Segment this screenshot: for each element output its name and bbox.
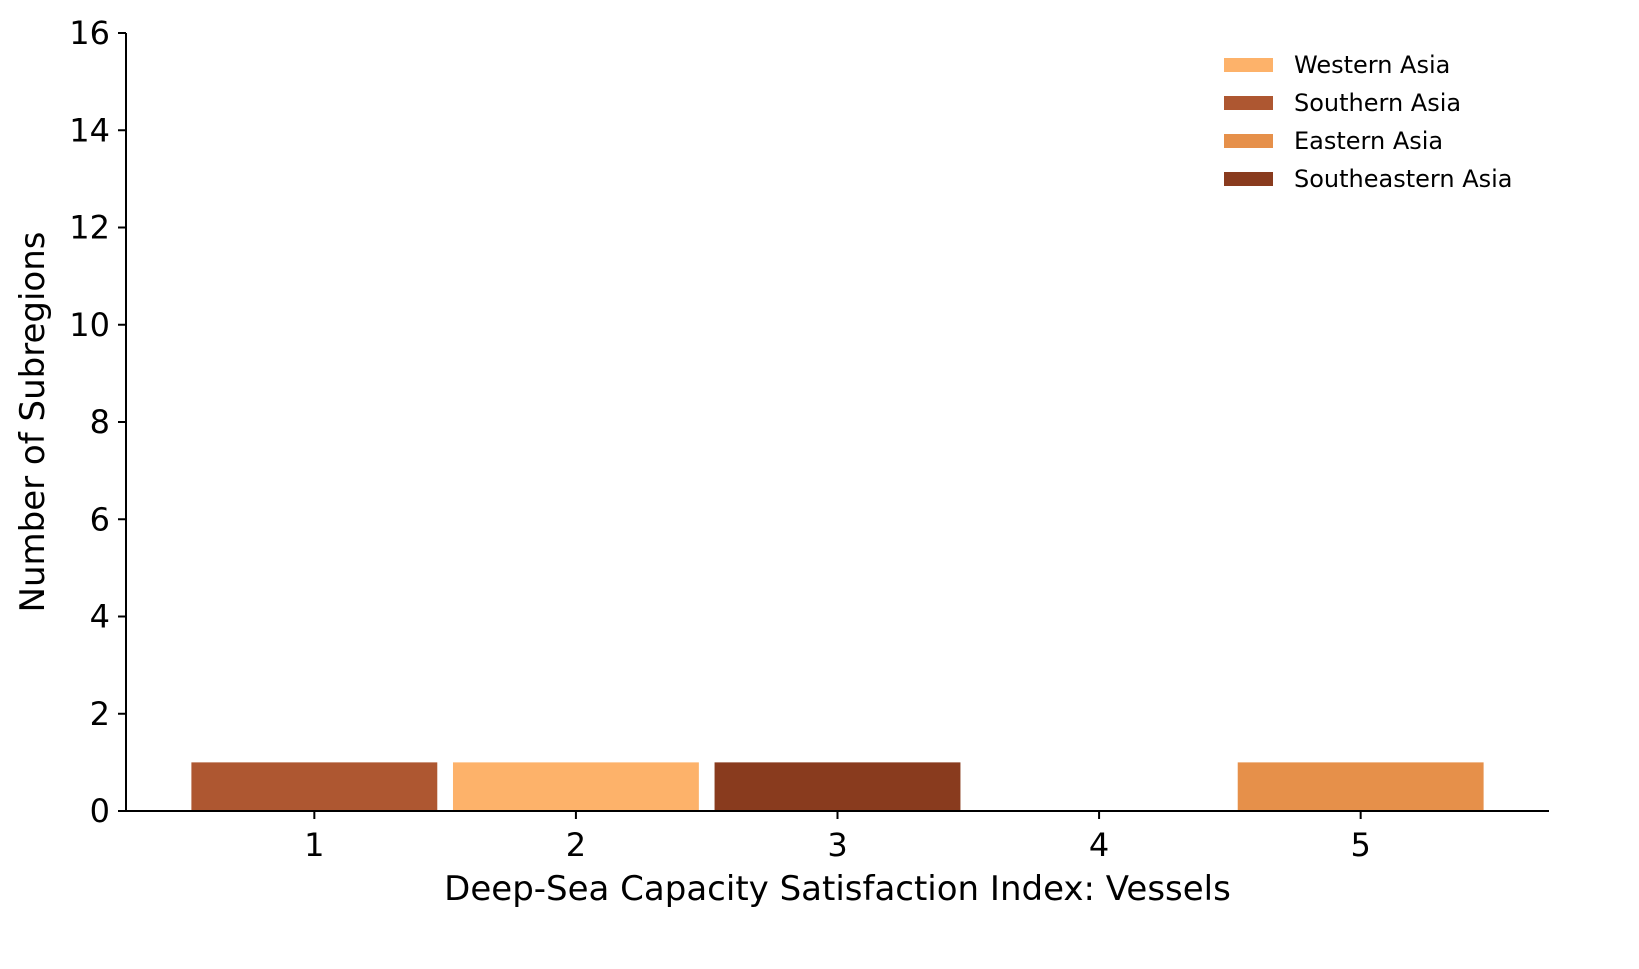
bars-layer: [191, 762, 1484, 811]
y-ticks: 0 2 4 6 8 10 12 14 16: [69, 14, 126, 830]
x-tick-label: 1: [304, 826, 324, 864]
y-tick-label: 10: [69, 306, 110, 344]
y-tick-label: 12: [69, 209, 110, 247]
legend-label: Western Asia: [1294, 51, 1450, 79]
legend-swatch: [1224, 134, 1273, 148]
bar-southern-asia-1: [191, 762, 438, 811]
legend-label: Eastern Asia: [1294, 127, 1443, 155]
y-tick-label: 16: [69, 14, 110, 52]
legend-label: Southeastern Asia: [1294, 165, 1512, 193]
x-tick-label: 5: [1350, 826, 1370, 864]
y-tick-label: 14: [69, 111, 110, 149]
legend: Western Asia Southern Asia Eastern Asia Sou…: [1224, 51, 1512, 193]
x-tick-label: 3: [827, 826, 847, 864]
y-tick-label: 8: [90, 403, 110, 441]
x-tick-label: 4: [1089, 826, 1109, 864]
legend-swatch: [1224, 172, 1273, 186]
x-ticks: 1 2 3 4 5: [304, 811, 1371, 864]
legend-label: Southern Asia: [1294, 89, 1461, 117]
bar-western-asia-2: [452, 762, 699, 811]
y-axis-title: Number of Subregions: [13, 232, 53, 613]
y-tick-label: 6: [90, 500, 110, 538]
legend-swatch: [1224, 58, 1273, 72]
y-tick-label: 4: [90, 598, 110, 636]
legend-swatch: [1224, 96, 1273, 110]
x-tick-label: 2: [566, 826, 586, 864]
y-tick-label: 0: [90, 792, 110, 830]
bar-eastern-asia-5: [1237, 762, 1484, 811]
x-axis-title: Deep-Sea Capacity Satisfaction Index: Ve…: [444, 869, 1231, 909]
bar-southeastern-asia-3: [714, 762, 961, 811]
y-tick-label: 2: [90, 695, 110, 733]
